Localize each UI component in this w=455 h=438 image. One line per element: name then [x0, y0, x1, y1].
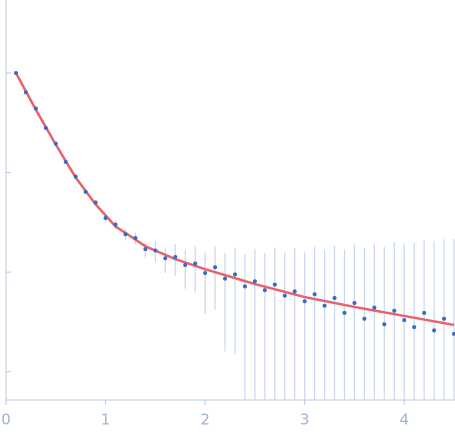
data-point: [143, 247, 148, 252]
data-point: [452, 331, 455, 336]
data-point: [103, 215, 108, 220]
data-point: [13, 70, 18, 75]
data-point: [332, 295, 337, 300]
data-point: [123, 232, 128, 237]
data-point: [93, 200, 98, 205]
data-point: [83, 189, 88, 194]
data-point: [43, 125, 48, 130]
data-point: [402, 318, 407, 323]
data-point: [53, 141, 58, 146]
data-point: [223, 276, 228, 281]
fit-line: [14, 72, 455, 327]
x-tick-label: 2: [200, 411, 210, 429]
data-point: [203, 270, 208, 275]
data-point: [113, 222, 118, 227]
data-point: [392, 308, 397, 313]
data-point: [362, 316, 367, 321]
data-point: [282, 293, 287, 298]
data-point: [312, 292, 317, 297]
data-point: [342, 310, 347, 315]
data-point: [252, 279, 257, 284]
data-point: [213, 265, 218, 270]
x-tick-label: 3: [300, 411, 310, 429]
data-point: [412, 325, 417, 330]
data-point: [292, 289, 297, 294]
data-point: [183, 262, 188, 267]
data-point: [232, 272, 237, 277]
data-point: [262, 288, 267, 293]
data-point: [23, 90, 28, 95]
data-point: [193, 261, 198, 266]
data-point: [322, 303, 327, 308]
data-point: [63, 159, 68, 164]
data-point: [242, 284, 247, 289]
data-point: [372, 305, 377, 310]
data-point: [73, 174, 78, 179]
data-point: [442, 316, 447, 321]
data-point: [302, 299, 307, 304]
data-point: [163, 256, 168, 261]
data-point: [432, 328, 437, 333]
x-tick-label: 0: [1, 411, 11, 429]
data-point: [422, 310, 427, 315]
data-point: [272, 282, 277, 287]
data-point: [153, 248, 158, 253]
data-point: [382, 322, 387, 327]
data-point: [33, 106, 38, 111]
data-point: [173, 254, 178, 259]
x-tick-label: 1: [101, 411, 111, 429]
data-point: [352, 300, 357, 305]
data-point: [133, 236, 138, 241]
x-tick-label: 4: [399, 411, 409, 429]
